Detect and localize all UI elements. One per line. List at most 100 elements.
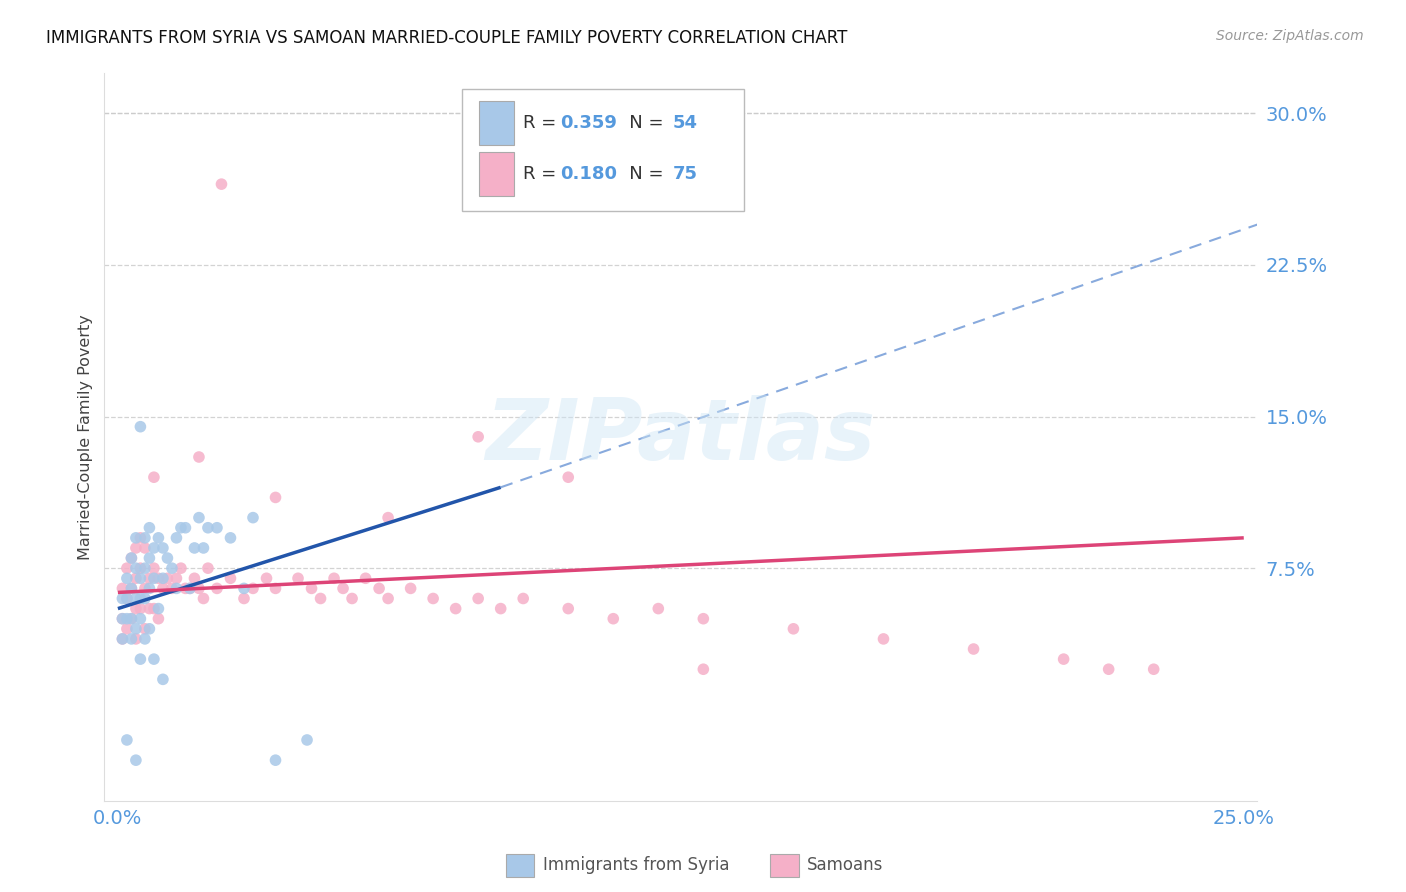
Point <box>115 591 138 606</box>
Point <box>219 571 242 585</box>
Point <box>134 591 156 606</box>
Point <box>125 541 148 555</box>
Point <box>332 582 354 596</box>
Point <box>160 561 183 575</box>
Point <box>170 561 193 575</box>
Point <box>111 591 134 606</box>
Point <box>264 582 287 596</box>
Point <box>264 753 287 767</box>
Point <box>111 612 134 626</box>
Point <box>340 591 363 606</box>
Point <box>125 632 148 646</box>
FancyBboxPatch shape <box>479 102 513 145</box>
FancyBboxPatch shape <box>461 89 744 211</box>
Point <box>129 561 152 575</box>
Point <box>512 591 534 606</box>
Point <box>211 177 233 191</box>
Point <box>557 601 579 615</box>
Point <box>138 521 160 535</box>
Point <box>368 582 391 596</box>
Point <box>692 662 714 676</box>
Point <box>115 612 138 626</box>
Point <box>962 642 984 657</box>
Point <box>152 673 174 687</box>
Point <box>115 561 138 575</box>
Point <box>152 541 174 555</box>
Point <box>219 531 242 545</box>
Point <box>174 521 197 535</box>
Point <box>134 632 156 646</box>
Point <box>242 582 264 596</box>
Point <box>489 601 512 615</box>
Point <box>467 591 489 606</box>
Point <box>125 571 148 585</box>
Point <box>134 541 156 555</box>
Point <box>444 601 467 615</box>
Text: R =: R = <box>523 114 562 132</box>
Point <box>205 521 228 535</box>
Point <box>125 622 148 636</box>
Point <box>1098 662 1121 676</box>
Point <box>148 601 170 615</box>
Point <box>125 531 148 545</box>
Point <box>467 430 489 444</box>
Point <box>602 612 624 626</box>
Point <box>197 521 219 535</box>
Point <box>188 450 211 464</box>
Text: Samoans: Samoans <box>807 856 883 874</box>
Point <box>323 571 346 585</box>
Point <box>354 571 377 585</box>
Text: IMMIGRANTS FROM SYRIA VS SAMOAN MARRIED-COUPLE FAMILY POVERTY CORRELATION CHART: IMMIGRANTS FROM SYRIA VS SAMOAN MARRIED-… <box>46 29 848 46</box>
Point <box>138 601 160 615</box>
Point <box>120 551 142 566</box>
Text: 0.359: 0.359 <box>560 114 617 132</box>
Point <box>782 622 804 636</box>
Text: Source: ZipAtlas.com: Source: ZipAtlas.com <box>1216 29 1364 43</box>
Point <box>129 601 152 615</box>
Point <box>188 582 211 596</box>
Point <box>115 591 138 606</box>
Point <box>148 571 170 585</box>
Point <box>264 491 287 505</box>
Point <box>142 571 165 585</box>
Point <box>174 582 197 596</box>
Text: R =: R = <box>523 165 562 183</box>
Point <box>1052 652 1074 666</box>
Point <box>115 622 138 636</box>
Text: 54: 54 <box>672 114 697 132</box>
Point <box>295 733 318 747</box>
Point <box>120 582 142 596</box>
Text: ZIPatlas: ZIPatlas <box>485 395 876 478</box>
Point <box>138 551 160 566</box>
Point <box>142 541 165 555</box>
Point <box>233 591 256 606</box>
FancyBboxPatch shape <box>506 854 534 877</box>
Point <box>120 551 142 566</box>
Point <box>647 601 669 615</box>
Point <box>111 612 134 626</box>
Point <box>125 753 148 767</box>
Point <box>377 510 399 524</box>
FancyBboxPatch shape <box>479 153 513 196</box>
Point <box>422 591 444 606</box>
Point <box>111 632 134 646</box>
Point <box>165 531 187 545</box>
Point <box>205 582 228 596</box>
Point <box>115 733 138 747</box>
Point <box>134 531 156 545</box>
Point <box>142 601 165 615</box>
Point <box>152 582 174 596</box>
Point <box>165 571 187 585</box>
Point <box>872 632 894 646</box>
Point <box>165 582 187 596</box>
Point <box>156 571 179 585</box>
Point <box>125 561 148 575</box>
Point <box>111 632 134 646</box>
Point <box>115 571 138 585</box>
Point <box>179 582 201 596</box>
Text: 75: 75 <box>672 165 697 183</box>
Point <box>134 561 156 575</box>
Point <box>129 571 152 585</box>
Point <box>377 591 399 606</box>
Point <box>138 571 160 585</box>
